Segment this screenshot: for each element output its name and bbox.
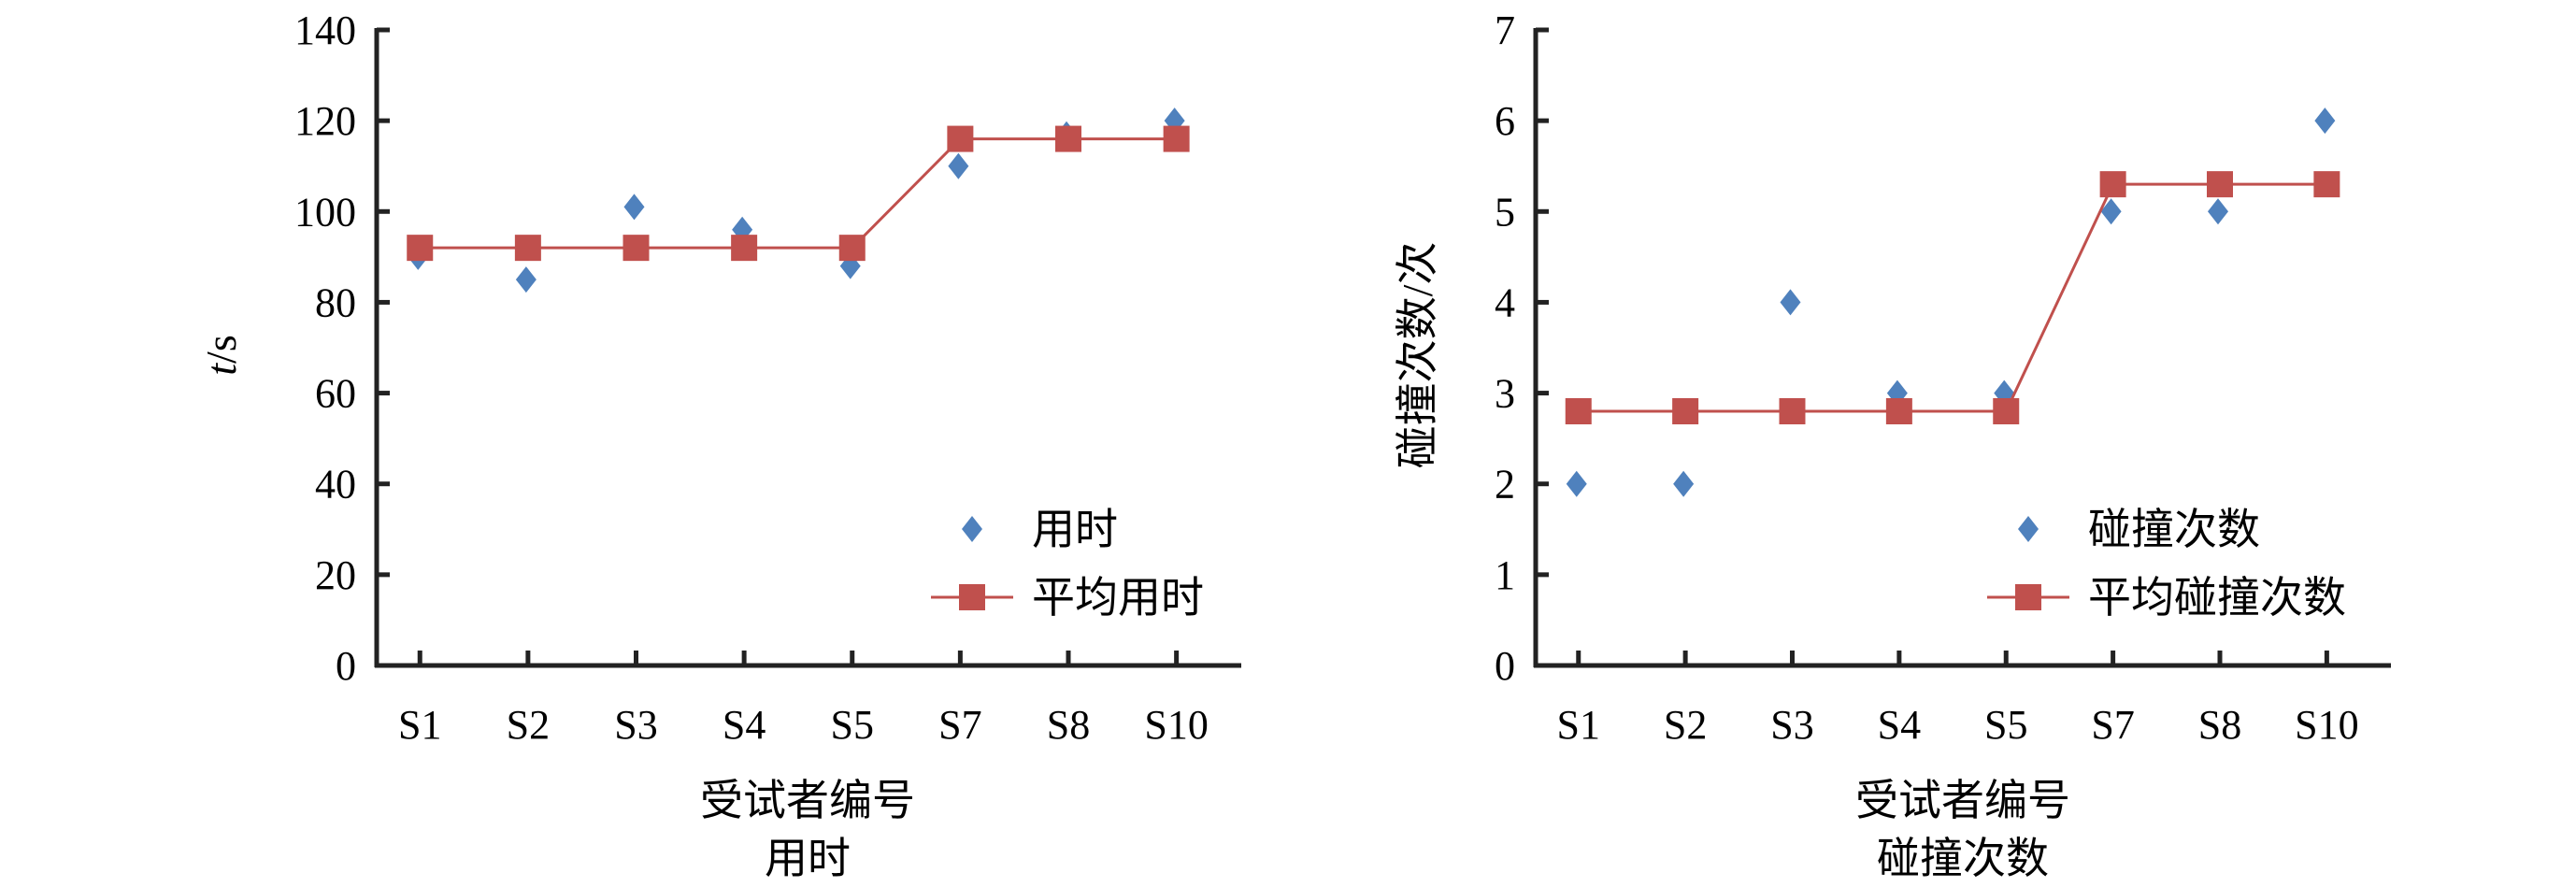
legend-marker-diamond xyxy=(962,516,982,542)
x-tick-label: S1 xyxy=(1557,702,1600,748)
y-tick-label: 2 xyxy=(1495,462,1515,508)
data-point-square xyxy=(731,235,758,262)
y-axis-label: t/s xyxy=(197,335,245,375)
x-tick-label: S8 xyxy=(2198,702,2241,748)
chart-caption: 碰撞次数 xyxy=(1877,835,2049,882)
legend-marker-square xyxy=(959,584,985,610)
legend-label: 平均碰撞次数 xyxy=(2088,574,2346,622)
data-point-diamond xyxy=(1566,470,1587,497)
y-tick-label: 40 xyxy=(315,462,356,508)
data-point-square xyxy=(2313,171,2340,198)
data-point-square xyxy=(838,235,866,262)
data-point-diamond xyxy=(1780,289,1801,316)
data-point-square xyxy=(1163,125,1190,152)
y-tick-label: 7 xyxy=(1495,7,1515,53)
y-tick-label: 140 xyxy=(294,7,356,53)
y-tick-label: 1 xyxy=(1495,552,1515,598)
y-tick-label: 100 xyxy=(294,189,356,235)
x-tick-label: S1 xyxy=(398,702,441,748)
y-tick-label: 3 xyxy=(1495,371,1515,417)
y-tick-label: 6 xyxy=(1495,98,1515,144)
data-point-square xyxy=(1672,398,1699,424)
chart-caption: 用时 xyxy=(765,835,851,882)
data-point-diamond xyxy=(623,193,645,221)
data-point-diamond xyxy=(515,266,537,293)
data-point-square xyxy=(947,125,974,152)
data-point-diamond xyxy=(732,216,753,243)
data-point-square xyxy=(407,235,434,262)
y-tick-label: 60 xyxy=(315,371,356,417)
legend-label: 平均用时 xyxy=(1032,574,1204,622)
data-point-diamond xyxy=(2100,198,2122,225)
data-point-square xyxy=(1779,398,1806,424)
x-tick-label: S4 xyxy=(1878,702,1921,748)
data-point-square xyxy=(1993,398,2020,424)
data-point-diamond xyxy=(2314,107,2336,135)
data-point-diamond xyxy=(1673,470,1695,497)
time-chart: t/s 受试者编号 用时 0 20 40 60 80 100 120 140 S1 S2 S3 S4 S… xyxy=(197,7,1241,882)
x-tick-label: S5 xyxy=(831,702,874,748)
data-point-diamond xyxy=(948,152,969,179)
data-point-square xyxy=(1885,398,1912,424)
data-point-square xyxy=(1055,125,1081,152)
x-tick-label: S4 xyxy=(723,702,766,748)
y-tick-label: 20 xyxy=(315,552,356,598)
data-point-square xyxy=(2099,171,2126,198)
series-line-average xyxy=(420,137,1177,250)
y-tick-label: 0 xyxy=(1495,643,1515,689)
x-axis-label: 受试者编号 xyxy=(700,777,915,824)
x-tick-label: S2 xyxy=(1664,702,1707,748)
x-tick-label: S3 xyxy=(1770,702,1813,748)
data-point-square xyxy=(2207,171,2233,198)
y-tick-label: 0 xyxy=(336,643,356,689)
y-tick-label: 4 xyxy=(1495,279,1515,325)
data-point-square xyxy=(1565,398,1592,424)
x-tick-label: S7 xyxy=(2091,702,2134,748)
collision-chart: 碰撞次数/次 受试者编号 碰撞次数 0 1 2 3 4 5 6 7 S1 S2 S3 S4 S5 S7 S8… xyxy=(1394,7,2391,882)
x-tick-label: S2 xyxy=(507,702,550,748)
x-tick-label: S5 xyxy=(1984,702,2027,748)
legend-label: 碰撞次数 xyxy=(2088,506,2260,553)
y-tick-label: 5 xyxy=(1495,189,1515,235)
data-point-square xyxy=(514,235,541,262)
x-tick-label: S10 xyxy=(2295,702,2358,748)
y-tick-label: 80 xyxy=(315,279,356,325)
series-line-average xyxy=(1578,182,2327,413)
x-tick-label: S8 xyxy=(1047,702,1090,748)
x-tick-label: S10 xyxy=(1144,702,1208,748)
x-axis-label: 受试者编号 xyxy=(1855,777,2070,824)
y-tick-label: 120 xyxy=(294,98,356,144)
legend-label: 用时 xyxy=(1032,506,1118,553)
x-tick-label: S3 xyxy=(614,702,657,748)
legend-marker-diamond xyxy=(2018,516,2039,542)
y-axis-label: 碰撞次数/次 xyxy=(1394,242,1441,469)
legend-marker-square xyxy=(2015,584,2041,610)
data-point-square xyxy=(623,235,650,262)
x-tick-label: S7 xyxy=(938,702,981,748)
data-point-diamond xyxy=(2208,198,2228,225)
